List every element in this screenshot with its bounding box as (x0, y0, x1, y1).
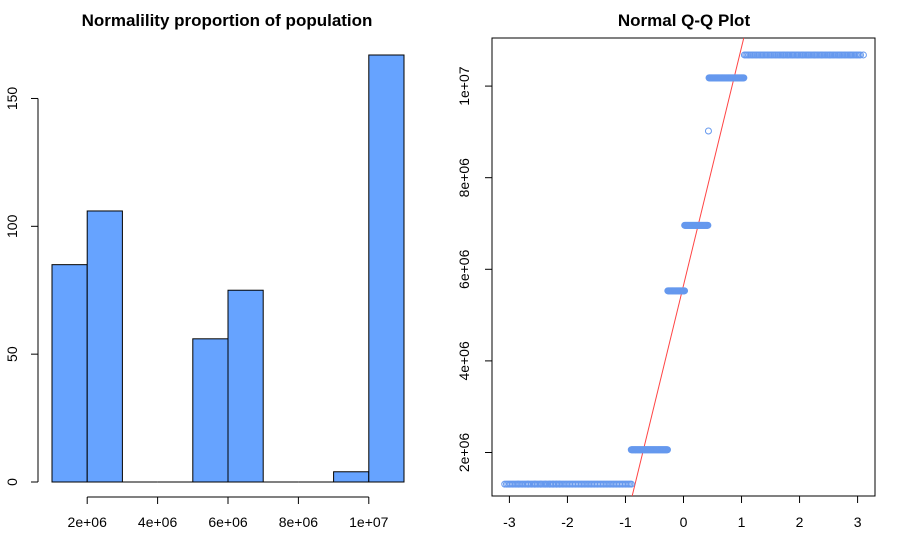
qq-title: Normal Q-Q Plot (618, 11, 751, 30)
qq-point (627, 480, 635, 488)
qq-point (818, 51, 826, 59)
histogram-panel: Normalility proportion of population 2e+… (4, 11, 405, 530)
qq-point (847, 51, 855, 59)
qq-point (704, 221, 712, 229)
histogram-y-tick-label: 50 (4, 346, 20, 362)
qq-point (555, 480, 563, 488)
histogram-bars (51, 54, 405, 483)
qq-point (859, 51, 867, 59)
qq-y-tick-label: 8e+06 (456, 158, 472, 198)
qq-y-axis: 2e+06 4e+06 6e+06 8e+06 1e+07 (456, 66, 492, 472)
histogram-x-tick-label: 4e+06 (138, 514, 178, 530)
qq-point (740, 74, 748, 82)
histogram-bar (368, 54, 405, 483)
qq-reference-line (631, 37, 745, 497)
qq-x-tick-label: 1 (738, 514, 746, 530)
histogram-x-tick-label: 1e+07 (349, 514, 389, 530)
histogram-bar (192, 338, 229, 483)
qq-point (811, 51, 819, 59)
qq-point (789, 51, 797, 59)
qq-x-tick-label: -2 (561, 514, 574, 530)
qq-y-tick-label: 2e+06 (456, 433, 472, 473)
qq-point (537, 480, 545, 488)
qq-x-tick-label: 3 (854, 514, 862, 530)
qq-reference-line-path (631, 37, 745, 497)
histogram-x-tick-label: 6e+06 (208, 514, 248, 530)
qq-panel: Normal Q-Q Plot -3 -2 -1 0 1 2 3 2e+06 4e+06 6e+… (456, 11, 876, 530)
histogram-y-tick-label: 150 (4, 87, 20, 111)
histogram-bar (51, 264, 88, 483)
qq-x-tick-label: 2 (796, 514, 804, 530)
histogram-bar (227, 289, 264, 483)
qq-point (501, 480, 509, 488)
histogram-y-tick-label: 100 (4, 214, 20, 238)
qq-x-axis: -3 -2 -1 0 1 2 3 (503, 496, 862, 530)
qq-point (826, 51, 834, 59)
histogram-x-tick-label: 8e+06 (279, 514, 319, 530)
histogram-y-tick-label: 0 (4, 478, 20, 486)
qq-points (501, 51, 867, 488)
histogram-bar (333, 471, 370, 483)
qq-x-tick-label: 0 (680, 514, 688, 530)
qq-point (545, 480, 553, 488)
qq-point (681, 287, 689, 295)
qq-point (524, 480, 532, 488)
qq-x-tick-label: -1 (619, 514, 632, 530)
histogram-y-axis: 0 50 100 150 (4, 87, 39, 486)
qq-point (835, 51, 843, 59)
qq-point (514, 480, 522, 488)
qq-y-tick-label: 6e+06 (456, 249, 472, 289)
qq-point (784, 51, 792, 59)
qq-point (856, 51, 864, 59)
histogram-title: Normalility proportion of population (82, 11, 373, 30)
qq-point (779, 51, 787, 59)
qq-y-tick-label: 1e+07 (456, 66, 472, 106)
qq-point (552, 480, 560, 488)
qq-point (704, 127, 712, 135)
qq-point (541, 480, 549, 488)
histogram-x-tick-label: 2e+06 (68, 514, 108, 530)
qq-y-tick-label: 4e+06 (456, 341, 472, 381)
histogram-bar (86, 210, 123, 483)
qq-x-tick-label: -3 (503, 514, 516, 530)
qq-point (663, 446, 671, 454)
qq-plot-box (491, 37, 876, 497)
histogram-x-axis: 2e+06 4e+06 6e+06 8e+06 1e+07 (68, 496, 389, 530)
qq-point (793, 51, 801, 59)
